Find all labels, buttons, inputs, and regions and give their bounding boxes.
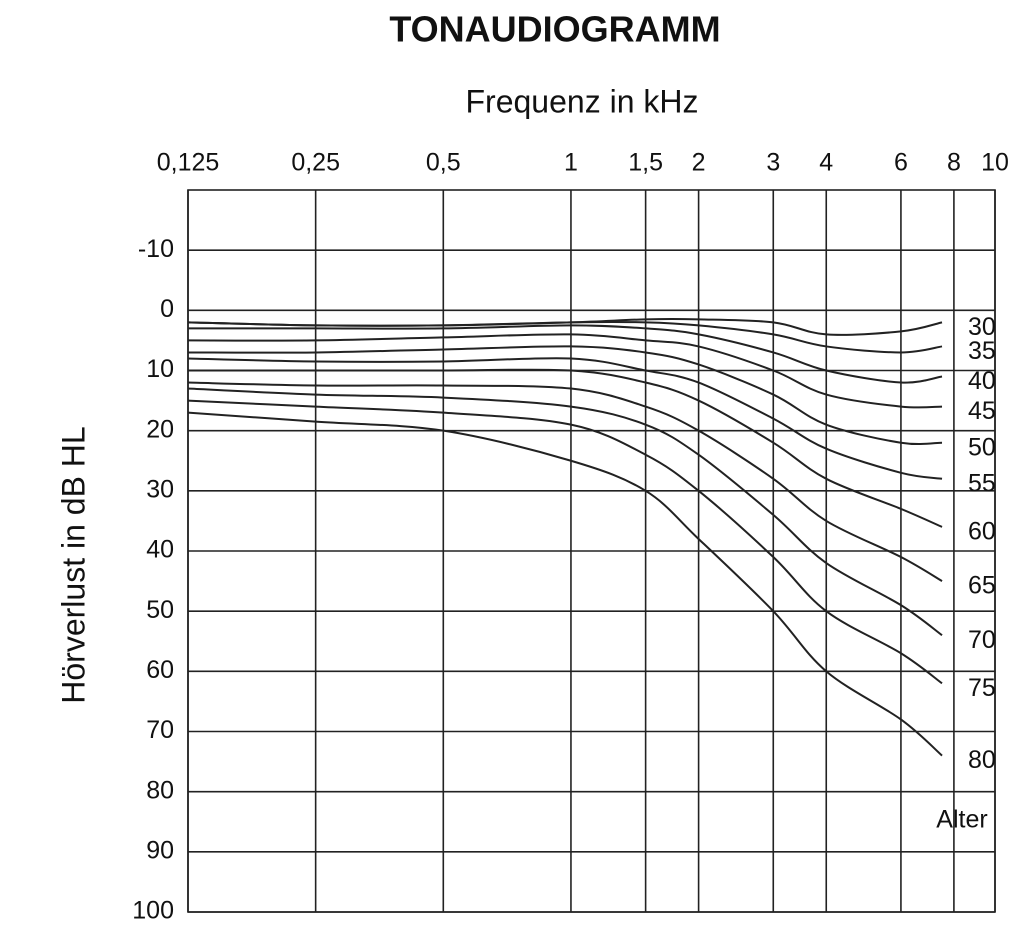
- x-tick-label: 3: [766, 149, 780, 177]
- x-axis-title: Frequenz in kHz: [466, 83, 699, 119]
- y-tick-label: 40: [146, 536, 174, 564]
- age-curve: [187, 381, 943, 582]
- curve-label: 30: [968, 313, 996, 341]
- x-tick-label: 0,5: [426, 149, 461, 177]
- age-curve: [187, 387, 943, 637]
- x-tick-label: 1: [564, 149, 578, 177]
- y-tick-label: 80: [146, 776, 174, 804]
- curve-label: 80: [968, 746, 996, 774]
- y-tick-label: 60: [146, 656, 174, 684]
- x-tick-label: 4: [819, 149, 833, 177]
- y-tick-label: 70: [146, 716, 174, 744]
- age-curve: [187, 320, 943, 354]
- y-tick-label: 20: [146, 415, 174, 443]
- annotation: Alter: [936, 806, 987, 834]
- y-tick-label: 0: [160, 295, 174, 323]
- age-curve: [187, 399, 943, 685]
- curve-label: 65: [968, 572, 996, 600]
- age-curve: [187, 357, 943, 480]
- x-tick-label: 10: [981, 149, 1009, 177]
- curve-label: 40: [968, 367, 996, 395]
- age-curve: [187, 411, 943, 757]
- age-curve: [188, 368, 943, 528]
- x-tick-label: 0,125: [157, 149, 220, 177]
- y-tick-label: 100: [132, 897, 174, 925]
- x-tick-label: 1,5: [628, 149, 663, 177]
- age-curve: [188, 324, 943, 384]
- x-tick-label: 2: [692, 149, 706, 177]
- curve-label: 60: [968, 518, 996, 546]
- age-curve: [187, 333, 943, 409]
- age-curve: [187, 345, 943, 446]
- curve-label: 70: [968, 626, 996, 654]
- curve-label: 55: [968, 469, 996, 497]
- curve-label: 35: [968, 337, 996, 365]
- y-tick-label: -10: [138, 235, 174, 263]
- y-tick-label: 10: [146, 355, 174, 383]
- x-tick-label: 0,25: [291, 149, 340, 177]
- x-tick-label: 6: [894, 149, 908, 177]
- age-curve: [187, 317, 943, 336]
- curve-label: 75: [968, 674, 996, 702]
- x-tick-label: 8: [947, 149, 961, 177]
- y-tick-label: 30: [146, 475, 174, 503]
- y-tick-label: 90: [146, 836, 174, 864]
- y-axis-title: Hörverlust in dB HL: [55, 426, 91, 703]
- curve-label: 50: [968, 433, 996, 461]
- chart-title: TONAUDIOGRAMM: [389, 9, 720, 50]
- y-tick-label: 50: [146, 596, 174, 624]
- curve-label: 45: [968, 397, 996, 425]
